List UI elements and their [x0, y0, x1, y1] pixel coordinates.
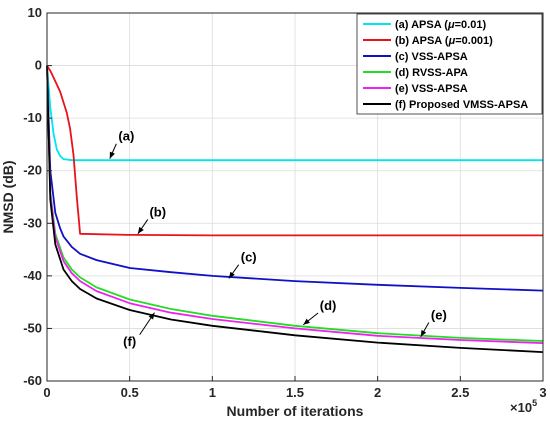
legend-box: [356, 13, 543, 115]
y-tick-label-3: -20: [23, 163, 42, 178]
annotation-arrowhead-5: [148, 312, 155, 320]
annotation-arrowhead-1: [137, 226, 144, 234]
annotation-label-3: (d): [320, 298, 337, 313]
annotation-label-4: (e): [431, 307, 447, 322]
y-tick-label-4: -30: [23, 215, 42, 230]
legend-label-4: (e) VSS-APSA: [395, 83, 468, 95]
series-line-4: [46, 65, 544, 344]
x-axis-label: Number of iterations: [227, 403, 364, 419]
legend-label-2: (c) VSS-APSA: [395, 51, 468, 63]
ticks: 0 0.5 1 1.5 2 2.5 3 10 0 -10 -20 -30 -40 -50 -60: [23, 5, 546, 400]
y-tick-label-6: -50: [23, 320, 42, 335]
legend-label-5: (f) Proposed VMSS-APSA: [395, 99, 528, 111]
series-line-2: [46, 65, 544, 292]
y-tick-label-2: -10: [23, 110, 42, 125]
annotation-label-1: (b): [149, 204, 166, 219]
annotation-label-0: (a): [118, 129, 134, 144]
x-tick-label-2: 1: [209, 385, 216, 400]
annotation-label-2: (c): [241, 250, 257, 265]
annotation-label-5: (f): [123, 334, 136, 349]
x-tick-label-5: 2.5: [451, 385, 469, 400]
x-exponent-label: ×105: [510, 398, 537, 415]
series-layer: [46, 65, 544, 353]
x-tick-label-4: 2: [374, 385, 381, 400]
series-line-1: [46, 65, 543, 237]
annotations: (a) (b) (c) (d) (e) (f): [109, 129, 447, 349]
annotation-arrowhead-3: [303, 318, 310, 325]
x-tick-label-3: 1.5: [286, 385, 304, 400]
legend: (a) APSA (μ=0.01) (b) APSA (μ=0.001) (c) V…: [356, 13, 543, 115]
series-line-3: [46, 65, 544, 342]
x-tick-label-0: 0: [43, 385, 50, 400]
series-line-5: [46, 65, 544, 353]
y-tick-label-7: -60: [23, 373, 42, 388]
y-axis-label: NMSD (dB): [0, 160, 16, 233]
y-tick-label-0: 10: [28, 5, 42, 20]
x-tick-label-6: 3: [539, 385, 546, 400]
x-tick-label-1: 0.5: [121, 385, 139, 400]
annotation-arrowhead-4: [420, 329, 427, 337]
y-tick-label-5: -40: [23, 268, 42, 283]
legend-label-1: (b) APSA (μ=0.001): [395, 35, 493, 47]
legend-label-3: (d) RVSS-APA: [395, 67, 468, 79]
y-tick-label-1: 0: [35, 58, 42, 73]
annotation-arrowhead-2: [228, 271, 235, 279]
series-line-0: [46, 65, 543, 162]
annotation-arrowhead-0: [109, 151, 115, 159]
legend-label-0: (a) APSA (μ=0.01): [395, 19, 486, 31]
